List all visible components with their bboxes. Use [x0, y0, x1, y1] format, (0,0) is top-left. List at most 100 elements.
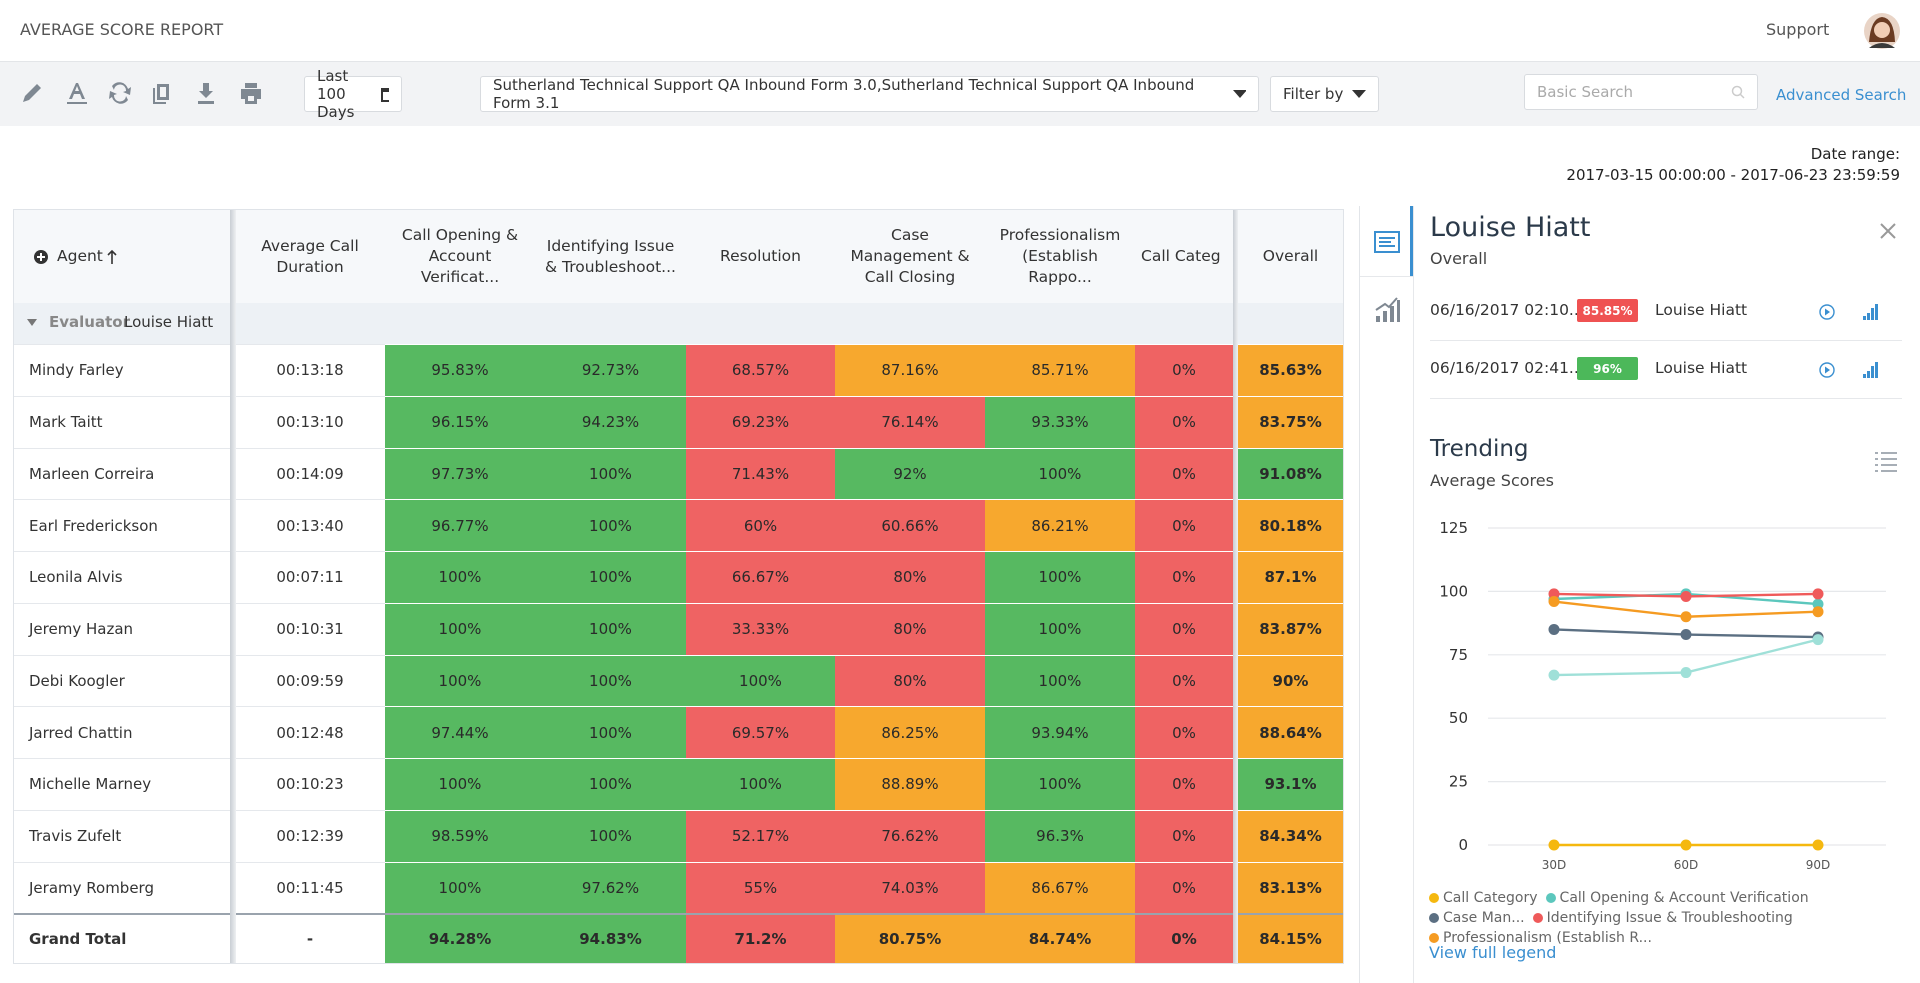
table-cell: 88.64%: [1237, 706, 1343, 758]
date-filter-text: Last 100 Days: [317, 67, 355, 121]
print-icon[interactable]: [241, 83, 261, 104]
legend-item[interactable]: Call Opening & Account Verification: [1545, 888, 1809, 908]
table-cell: 91.08%: [1237, 447, 1343, 500]
series-point: [1680, 839, 1692, 851]
legend-item[interactable]: Call Category: [1429, 888, 1538, 908]
table-cell: 33.33%: [686, 602, 835, 655]
table-cell: 0%: [1135, 551, 1233, 603]
support-link[interactable]: Support: [1766, 20, 1830, 39]
row-label: Travis Zufelt: [14, 809, 230, 862]
row-label: Mindy Farley: [14, 344, 230, 396]
search-input[interactable]: Basic Search: [1524, 74, 1758, 110]
panel-subtitle: Overall: [1430, 249, 1488, 268]
evaluator-name: Louise Hiatt: [1655, 301, 1748, 319]
table-cell: 0%: [1135, 706, 1233, 758]
column-header[interactable]: Identifying Issue & Troubleshoot...: [545, 236, 676, 276]
table-cell: 100%: [985, 551, 1135, 603]
column-header[interactable]: Case Management & Call Closing: [850, 226, 970, 286]
legend-item[interactable]: Case Man...: [1429, 908, 1525, 928]
series-point: [1812, 634, 1824, 646]
expand-icon[interactable]: [33, 249, 49, 265]
font-icon[interactable]: [67, 83, 87, 104]
trending-subtitle: Average Scores: [1430, 471, 1554, 490]
table-cell: 60.66%: [835, 499, 985, 551]
filter-by[interactable]: Filter by: [1270, 76, 1379, 112]
legend-swatch: [1429, 893, 1439, 903]
table-cell: 100%: [385, 758, 535, 810]
legend-label: Call Opening & Account Verification: [1559, 890, 1809, 906]
tab-divider: [1360, 276, 1413, 277]
table-cell: 93.1%: [1237, 758, 1343, 810]
search-icon: [1731, 85, 1745, 99]
sort-arrow: [107, 249, 117, 264]
close-button[interactable]: [1879, 222, 1897, 240]
table-cell: 97.73%: [385, 447, 535, 500]
table-cell: 100%: [535, 447, 686, 500]
row-label: Michelle Marney: [14, 758, 230, 810]
row-actions[interactable]: [1819, 302, 1879, 322]
series-point: [1812, 588, 1824, 600]
copy-icon[interactable]: [153, 84, 169, 104]
table-cell: 97.44%: [385, 706, 535, 758]
view-full-legend[interactable]: View full legend: [1429, 943, 1557, 962]
form-select-text: Sutherland Technical Support QA Inbound …: [493, 76, 1195, 112]
table-cell: 00:09:59: [235, 654, 385, 707]
column-header[interactable]: Professionalism (Establish Rappo...: [999, 226, 1121, 286]
y-tick-label: 75: [1449, 646, 1468, 664]
filter-by-text: Filter by: [1283, 85, 1344, 103]
evaluation-row[interactable]: 06/16/2017 02:41... 96% Louise Hiatt: [1430, 340, 1902, 399]
row-actions[interactable]: [1819, 360, 1879, 380]
table-cell: 00:12:48: [235, 706, 385, 758]
legend-item[interactable]: Professionalism (Establish R...: [1429, 928, 1652, 948]
table-cell: 86.67%: [985, 861, 1135, 914]
table-cell: 00:14:09: [235, 447, 385, 500]
table-cell: 85.71%: [985, 344, 1135, 396]
legend-item[interactable]: Identifying Issue & Troubleshooting: [1532, 908, 1793, 928]
y-tick-label: 125: [1439, 519, 1468, 537]
chart-tab-icon[interactable]: [1373, 296, 1401, 324]
x-tick-label: 30D: [1542, 858, 1567, 872]
download-icon[interactable]: [198, 83, 214, 104]
series-point: [1548, 588, 1560, 600]
table-cell: 92%: [835, 447, 985, 500]
avatar[interactable]: [1863, 12, 1901, 50]
table-cell: 88.89%: [835, 758, 985, 810]
x-tick-label: 90D: [1806, 858, 1831, 872]
edit-icon[interactable]: [23, 84, 41, 102]
table-cell: 100%: [985, 447, 1135, 500]
table-cell: 100%: [385, 602, 535, 655]
table-cell: 85.63%: [1237, 344, 1343, 396]
score-badge: 96%: [1577, 357, 1638, 380]
form-tab-icon[interactable]: [1373, 228, 1401, 256]
toolbar: Last 100 Days Sutherland Technical Suppo…: [0, 62, 1920, 126]
table-cell: 92.73%: [535, 344, 686, 396]
table-cell: 100%: [535, 706, 686, 758]
chart-menu[interactable]: [1874, 450, 1898, 472]
column-header[interactable]: Call Categ: [1141, 247, 1221, 265]
refresh-icon[interactable]: [109, 82, 131, 104]
collapse-icon[interactable]: [27, 319, 37, 327]
column-header[interactable]: Overall: [1262, 247, 1319, 265]
table-cell: 96.3%: [985, 809, 1135, 862]
trending-title: Trending: [1430, 436, 1529, 462]
y-tick-label: 100: [1439, 582, 1468, 600]
column-header[interactable]: Average Call Duration: [261, 236, 359, 276]
table-cell: 0%: [1135, 913, 1233, 963]
column-header[interactable]: Resolution: [720, 247, 801, 265]
row-label: Debi Koogler: [14, 654, 230, 707]
date-filter[interactable]: Last 100 Days: [304, 67, 402, 121]
x-tick-label: 60D: [1674, 858, 1699, 872]
form-select[interactable]: Sutherland Technical Support QA Inbound …: [480, 76, 1259, 112]
table-cell: 83.87%: [1237, 602, 1343, 655]
table-cell: 68.57%: [686, 344, 835, 396]
column-header[interactable]: Call Opening & Account Verificat...: [401, 226, 519, 286]
advanced-search[interactable]: Advanced Search: [1776, 86, 1907, 104]
evaluation-row[interactable]: 06/16/2017 02:10... 85.85% Louise Hiatt: [1430, 282, 1902, 341]
evaluation-date: 06/16/2017 02:10...: [1430, 301, 1584, 319]
series-point: [1680, 611, 1692, 623]
table-cell: 84.74%: [985, 913, 1135, 963]
column-header[interactable]: Agent: [14, 210, 230, 303]
frozen-shadow: [1233, 210, 1238, 963]
row-label: Leonila Alvis: [14, 551, 230, 603]
